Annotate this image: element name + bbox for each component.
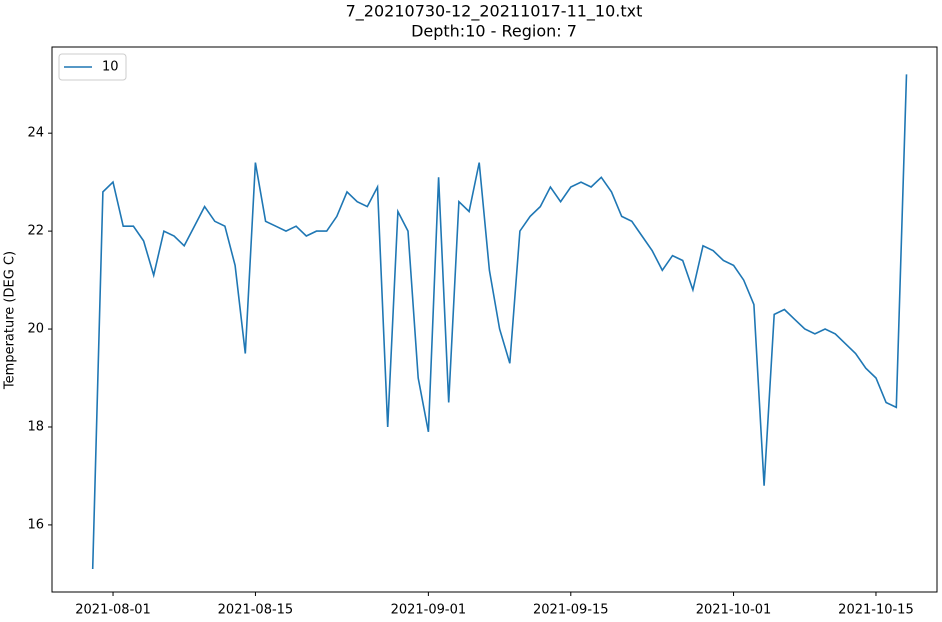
y-tick-label: 24 xyxy=(27,126,44,141)
chart-title: 7_20210730-12_20211017-11_10.txt xyxy=(346,2,643,22)
y-tick-label: 22 xyxy=(27,224,44,239)
data-line xyxy=(91,74,908,570)
x-tick-label: 2021-09-01 xyxy=(391,603,467,618)
x-tick-label: 2021-09-15 xyxy=(533,603,609,618)
chart-subtitle: Depth:10 - Region: 7 xyxy=(411,22,577,41)
y-tick-label: 16 xyxy=(27,517,44,532)
legend-label: 10 xyxy=(102,60,119,75)
x-tick-label: 2021-10-15 xyxy=(838,603,914,618)
x-tick-label: 2021-08-15 xyxy=(218,603,294,618)
x-tick-label: 2021-10-01 xyxy=(696,603,772,618)
plot-frame xyxy=(51,46,938,593)
legend-box xyxy=(58,53,127,81)
x-tick-label: 2021-08-01 xyxy=(75,603,151,618)
y-axis-label: Temperature (DEG C) xyxy=(3,251,18,390)
y-tick-label: 20 xyxy=(27,322,44,337)
y-tick-label: 18 xyxy=(27,419,44,434)
